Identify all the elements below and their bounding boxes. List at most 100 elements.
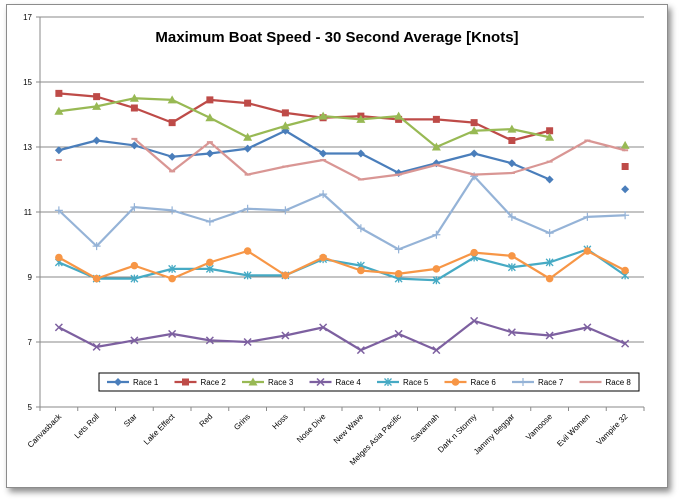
data-point (205, 264, 214, 273)
data-point (92, 136, 101, 145)
data-point (167, 95, 177, 104)
x-tick-label: Dark n Stormy (436, 412, 479, 455)
data-point (168, 152, 177, 161)
data-point (244, 99, 252, 107)
data-point (54, 146, 63, 155)
data-point (621, 339, 630, 348)
data-point (168, 329, 177, 338)
legend-box (98, 372, 640, 392)
legend-marker (114, 378, 122, 386)
data-point (130, 141, 139, 150)
data-point (432, 115, 440, 123)
legend: Race 1 Race 2 Race 3 Race 4 Race 5 Race 6 Race… (98, 372, 640, 392)
data-point (205, 336, 214, 345)
series-line (58, 319, 626, 352)
x-tick-label: Vampire 32 (595, 412, 630, 447)
series-line (58, 129, 551, 181)
x-tick-label: Canvasback (26, 411, 64, 449)
data-point (54, 323, 63, 332)
data-point (205, 113, 215, 122)
x-tick-label: Grins (232, 412, 252, 432)
data-point (130, 274, 139, 283)
data-point (130, 261, 139, 270)
data-point (507, 159, 516, 168)
data-point (93, 93, 101, 101)
data-point (319, 323, 328, 332)
series-race-2 (55, 89, 629, 170)
chart-title: Maximum Boat Speed - 30 Second Average [… (155, 29, 519, 46)
legend-label: Race 7 (538, 378, 564, 387)
data-point (54, 106, 64, 115)
legend-label: Race 1 (133, 378, 159, 387)
data-point (319, 253, 327, 262)
data-point (470, 316, 479, 325)
legend-marker (316, 377, 325, 387)
chart-frame: Maximum Boat Speed - 30 Second Average [… (6, 4, 668, 488)
legend-label: Race 6 (471, 378, 497, 387)
data-point (280, 121, 290, 130)
series-race-1 (54, 126, 630, 194)
data-point (507, 263, 516, 272)
data-point (583, 323, 592, 332)
data-point (168, 119, 176, 127)
series-line (58, 92, 550, 142)
data-point (168, 206, 177, 215)
legend-marker (519, 378, 527, 386)
x-tick-label: Nose Dive (295, 412, 328, 445)
legend-marker (384, 378, 392, 386)
x-tick-label: Evil Women (555, 412, 591, 448)
x-tick-label: Jammy Beggar (472, 412, 517, 457)
data-point (394, 329, 403, 338)
series-race-6 (55, 247, 629, 283)
legend-marker (182, 378, 189, 386)
data-point (545, 274, 554, 283)
data-point (470, 149, 479, 158)
data-point (508, 252, 516, 260)
data-point (470, 119, 478, 127)
data-point (545, 331, 554, 340)
data-point (432, 346, 441, 355)
data-point (129, 93, 139, 102)
data-point (205, 149, 214, 158)
y-tick-label: 5 (28, 403, 33, 412)
series-line (58, 97, 550, 149)
legend-label: Race 4 (336, 378, 362, 387)
data-point (469, 126, 479, 135)
y-tick-label: 17 (23, 13, 32, 22)
data-point (621, 211, 630, 220)
data-point (507, 328, 516, 337)
data-point (281, 331, 290, 340)
data-point (206, 96, 214, 104)
data-point (545, 175, 554, 184)
x-tick-label: Lake Effect (142, 412, 177, 447)
x-tick-label: New Wave (332, 412, 366, 446)
x-tick-label: Vamoose (524, 412, 554, 442)
data-point (621, 163, 629, 170)
series-race-8 (55, 137, 629, 181)
data-point (432, 265, 441, 273)
data-point (356, 346, 365, 355)
series-race-3 (54, 93, 630, 151)
data-point (92, 274, 101, 283)
data-point (281, 271, 290, 280)
data-point (621, 266, 629, 275)
series-race-7 (54, 172, 630, 254)
data-point (470, 248, 478, 257)
data-point (55, 89, 63, 97)
data-point (281, 109, 289, 117)
data-point (357, 266, 365, 275)
series-line (58, 175, 626, 251)
data-point (243, 337, 252, 347)
series-line (133, 138, 626, 181)
data-point (356, 224, 365, 233)
data-point (243, 271, 252, 280)
line-chart: 5 7 9 11 13 15 17 Canvasback Lets Roll Star Lake E… (23, 13, 645, 467)
legend-label: Race 8 (606, 378, 632, 387)
legend-label: Race 2 (201, 378, 227, 387)
data-point (356, 114, 366, 123)
x-tick-label: Red (198, 412, 215, 429)
data-point (508, 137, 516, 144)
legend-marker (451, 378, 460, 386)
legend-label: Race 5 (403, 378, 429, 387)
y-tick-label: 11 (24, 208, 33, 217)
